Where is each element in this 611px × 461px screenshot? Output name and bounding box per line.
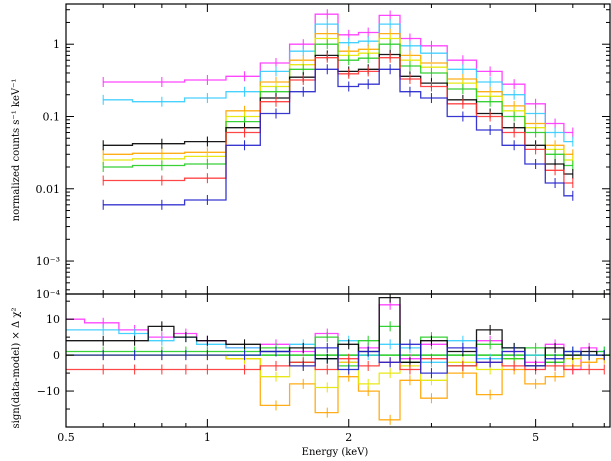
spectrum-y-tick-label: 10⁻⁴ — [36, 288, 61, 301]
residual-frame — [65, 293, 611, 428]
x-tick-label: 5 — [532, 431, 539, 444]
x-tick-label: 0.5 — [57, 431, 75, 444]
spectrum-y-tick-label: 0.01 — [36, 183, 61, 196]
residual-panel: 10 0 −10 — [37, 293, 611, 428]
residual-series-3 — [66, 354, 605, 389]
residual-series-4 — [66, 325, 605, 367]
residual-series-7 — [66, 343, 605, 374]
spectrum-y-tick-label: 0.1 — [43, 110, 61, 123]
residual-series-5 — [66, 296, 605, 367]
x-axis-label: Energy (keV) — [302, 447, 369, 458]
residual-y-tick-label: −10 — [37, 385, 60, 398]
residual-series-6 — [66, 358, 605, 371]
spectrum-series-6 — [103, 57, 573, 184]
residual-y-tick-label: 0 — [53, 349, 60, 362]
spectrum-series-7 — [103, 68, 573, 206]
spectrum-y-axis-label: normalized counts s⁻¹ keV⁻¹ — [11, 79, 22, 222]
residual-y-axis-label: sign(data-model) × Δ χ² — [11, 308, 22, 429]
residual-plot-area — [66, 294, 610, 425]
spectrum-panel: 1 0.1 0.01 10⁻³ 10⁻⁴ — [36, 3, 611, 301]
residual-series-1 — [66, 329, 605, 363]
x-tick-label: 1 — [204, 431, 211, 444]
spectrum-y-tick-label: 1 — [53, 38, 60, 51]
spectrum-plot-area — [102, 9, 574, 210]
spectrum-y-tick-label: 10⁻³ — [36, 255, 60, 268]
x-tick-label: 2 — [345, 431, 352, 444]
residual-y-tick-label: 10 — [46, 313, 60, 326]
spectrum-series-0 — [103, 13, 573, 134]
spectrum-series-1 — [103, 23, 573, 143]
